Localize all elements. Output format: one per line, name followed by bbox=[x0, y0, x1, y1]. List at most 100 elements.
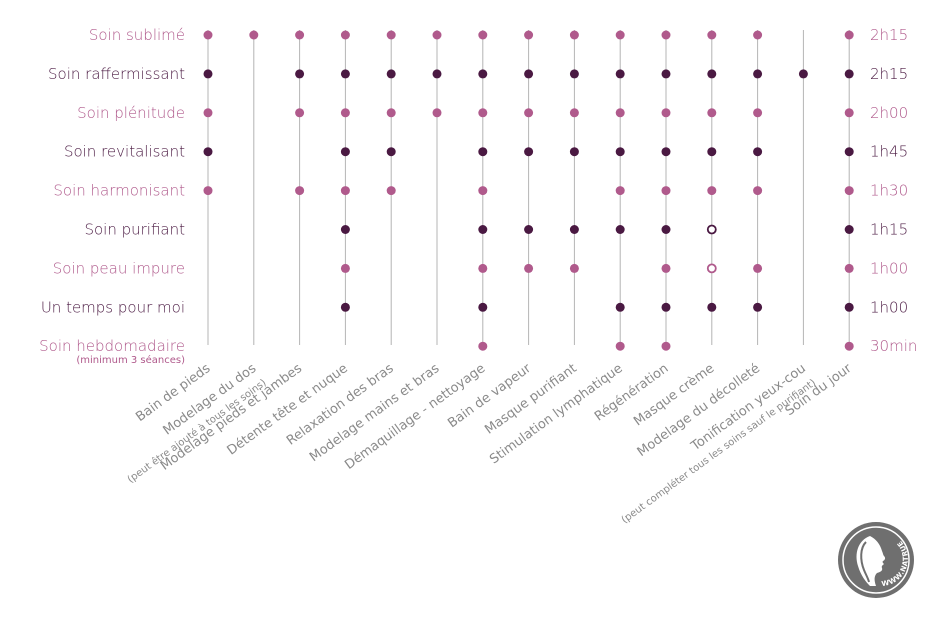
treatment-dot bbox=[661, 186, 671, 196]
row-label: Soin sublimé bbox=[89, 26, 185, 44]
treatment-dot bbox=[615, 225, 625, 234]
row-label: Soin plénitude bbox=[77, 104, 185, 122]
treatment-dot bbox=[615, 147, 625, 157]
treatment-dot bbox=[844, 108, 854, 118]
treatment-dot bbox=[569, 263, 579, 273]
row-label: Soin purifiant bbox=[84, 221, 185, 239]
treatment-dot bbox=[844, 30, 854, 40]
natrue-logo: WWW.NATRUE.ORG bbox=[833, 514, 916, 600]
treatment-dot bbox=[661, 147, 671, 157]
treatment-dot bbox=[340, 147, 350, 157]
treatment-dot bbox=[844, 69, 854, 79]
treatment-dot bbox=[478, 69, 488, 79]
treatment-dot bbox=[615, 108, 625, 118]
treatment-dot bbox=[753, 69, 763, 79]
row-label: Soin peau impure bbox=[53, 259, 185, 277]
column-label: Bain de pieds bbox=[133, 361, 213, 425]
treatment-dot bbox=[295, 30, 305, 40]
treatment-dot bbox=[432, 30, 442, 40]
treatment-dot bbox=[340, 263, 350, 273]
treatment-dot bbox=[707, 186, 717, 196]
duration-label: 1h00 bbox=[870, 259, 908, 277]
treatment-dot bbox=[203, 147, 213, 157]
duration-label: 1h30 bbox=[870, 182, 908, 200]
treatment-dot bbox=[386, 108, 396, 118]
treatment-dot bbox=[753, 263, 763, 273]
treatment-dot bbox=[524, 69, 534, 79]
treatment-dot bbox=[844, 263, 854, 273]
treatment-dot bbox=[661, 69, 671, 79]
treatment-dot bbox=[707, 302, 717, 312]
row-label: Soin hebdomadaire bbox=[39, 337, 185, 355]
treatment-dot bbox=[753, 147, 763, 157]
treatment-dot bbox=[203, 69, 213, 79]
treatment-dot bbox=[615, 69, 625, 79]
duration-label: 30min bbox=[870, 337, 917, 355]
duration-label: 1h15 bbox=[870, 221, 908, 239]
treatment-dot bbox=[661, 302, 671, 312]
treatment-dot bbox=[340, 30, 350, 40]
treatment-dot bbox=[844, 225, 854, 234]
treatment-dot bbox=[478, 186, 488, 196]
treatment-dot bbox=[203, 30, 213, 40]
treatment-dot bbox=[615, 186, 625, 196]
treatment-dot bbox=[524, 108, 534, 118]
treatment-dot bbox=[661, 30, 671, 40]
row-label: Soin revitalisant bbox=[64, 143, 185, 161]
row-note: (minimum 3 séances) bbox=[76, 354, 185, 366]
treatment-dot bbox=[753, 302, 763, 312]
treatment-dot bbox=[569, 225, 579, 234]
duration-label: 2h15 bbox=[870, 65, 908, 83]
treatment-dot bbox=[615, 341, 625, 351]
treatment-dot bbox=[569, 108, 579, 118]
treatment-dot bbox=[753, 186, 763, 196]
treatment-dot-optional bbox=[706, 224, 717, 235]
treatment-dot bbox=[249, 30, 259, 40]
treatment-dot bbox=[615, 302, 625, 312]
treatment-dot bbox=[478, 30, 488, 40]
row-label: Soin harmonisant bbox=[53, 182, 185, 200]
treatment-dot bbox=[432, 108, 442, 118]
treatment-dot bbox=[478, 263, 488, 273]
treatment-dot bbox=[386, 30, 396, 40]
treatment-dot bbox=[844, 302, 854, 312]
treatment-dot bbox=[478, 341, 488, 351]
duration-label: 2h15 bbox=[870, 26, 908, 44]
treatment-dot bbox=[340, 302, 350, 312]
treatment-dot bbox=[844, 186, 854, 196]
row-label: Un temps pour moi bbox=[41, 298, 185, 316]
treatment-dot bbox=[661, 341, 671, 351]
treatment-dot bbox=[707, 30, 717, 40]
treatment-dot bbox=[844, 147, 854, 157]
treatment-dot bbox=[386, 69, 396, 79]
treatment-dot bbox=[340, 186, 350, 196]
treatment-dot bbox=[707, 69, 717, 79]
treatment-dot bbox=[524, 225, 534, 234]
treatment-dot bbox=[753, 108, 763, 118]
treatment-dot bbox=[569, 30, 579, 40]
duration-label: 1h45 bbox=[870, 143, 908, 161]
treatment-dot bbox=[753, 30, 763, 40]
treatment-dot bbox=[661, 108, 671, 118]
treatment-dot bbox=[203, 186, 213, 196]
treatment-dot bbox=[707, 108, 717, 118]
duration-label: 1h00 bbox=[870, 298, 908, 316]
treatment-dot bbox=[386, 186, 396, 196]
treatment-dot bbox=[569, 69, 579, 79]
treatment-dot-optional bbox=[706, 263, 717, 274]
treatment-dot bbox=[478, 108, 488, 118]
treatment-dot bbox=[569, 147, 579, 157]
treatment-dot bbox=[340, 225, 350, 234]
treatment-dot bbox=[661, 263, 671, 273]
treatment-dot bbox=[295, 69, 305, 79]
treatment-dot bbox=[661, 225, 671, 234]
treatment-dot bbox=[524, 263, 534, 273]
woman-profile-icon: WWW.NATRUE.ORG bbox=[833, 514, 914, 598]
treatment-dot bbox=[524, 30, 534, 40]
treatment-dot bbox=[478, 302, 488, 312]
treatment-dot bbox=[340, 108, 350, 118]
treatment-dot bbox=[707, 147, 717, 157]
treatment-dot bbox=[844, 341, 854, 351]
treatment-dot bbox=[203, 108, 213, 118]
